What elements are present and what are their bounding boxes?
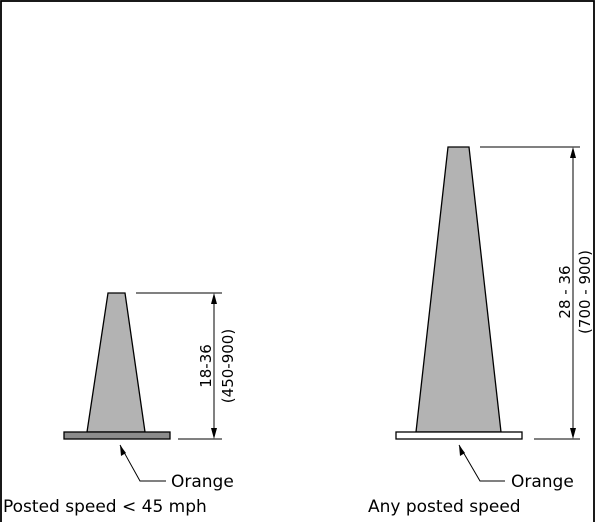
large-base-leader xyxy=(458,444,505,482)
large-dim-label: 28 - 36 xyxy=(556,265,574,318)
small-dim-metric-label: (450-900) xyxy=(219,329,237,403)
large-cone-caption: Any posted speed xyxy=(368,497,521,517)
small-dim-label: 18-36 xyxy=(197,344,215,388)
small-base-leader-arrow xyxy=(120,445,126,456)
small-base-label: Orange xyxy=(171,472,234,492)
small-cone-group: 18-36 (450-900) Orange Posted speed < 45… xyxy=(3,292,237,517)
small-cone-base xyxy=(63,431,171,440)
small-base-leader xyxy=(119,444,166,482)
large-dim-arrow-bottom xyxy=(570,428,576,439)
small-dim-arrow-top xyxy=(211,293,217,304)
large-cone-body xyxy=(415,146,502,433)
large-base-leader-arrow xyxy=(459,445,465,456)
small-cone-caption: Posted speed < 45 mph xyxy=(3,497,207,517)
large-cone-group: 28 - 36 (700 - 900) Orange Any posted sp… xyxy=(368,146,594,517)
small-cone-body xyxy=(86,292,146,433)
large-dim-metric-label: (700 - 900) xyxy=(576,250,594,334)
large-cone-base xyxy=(395,431,523,440)
large-base-label: Orange xyxy=(511,472,574,492)
small-dim-arrow-bottom xyxy=(211,428,217,439)
large-dim-arrow-top xyxy=(570,147,576,158)
